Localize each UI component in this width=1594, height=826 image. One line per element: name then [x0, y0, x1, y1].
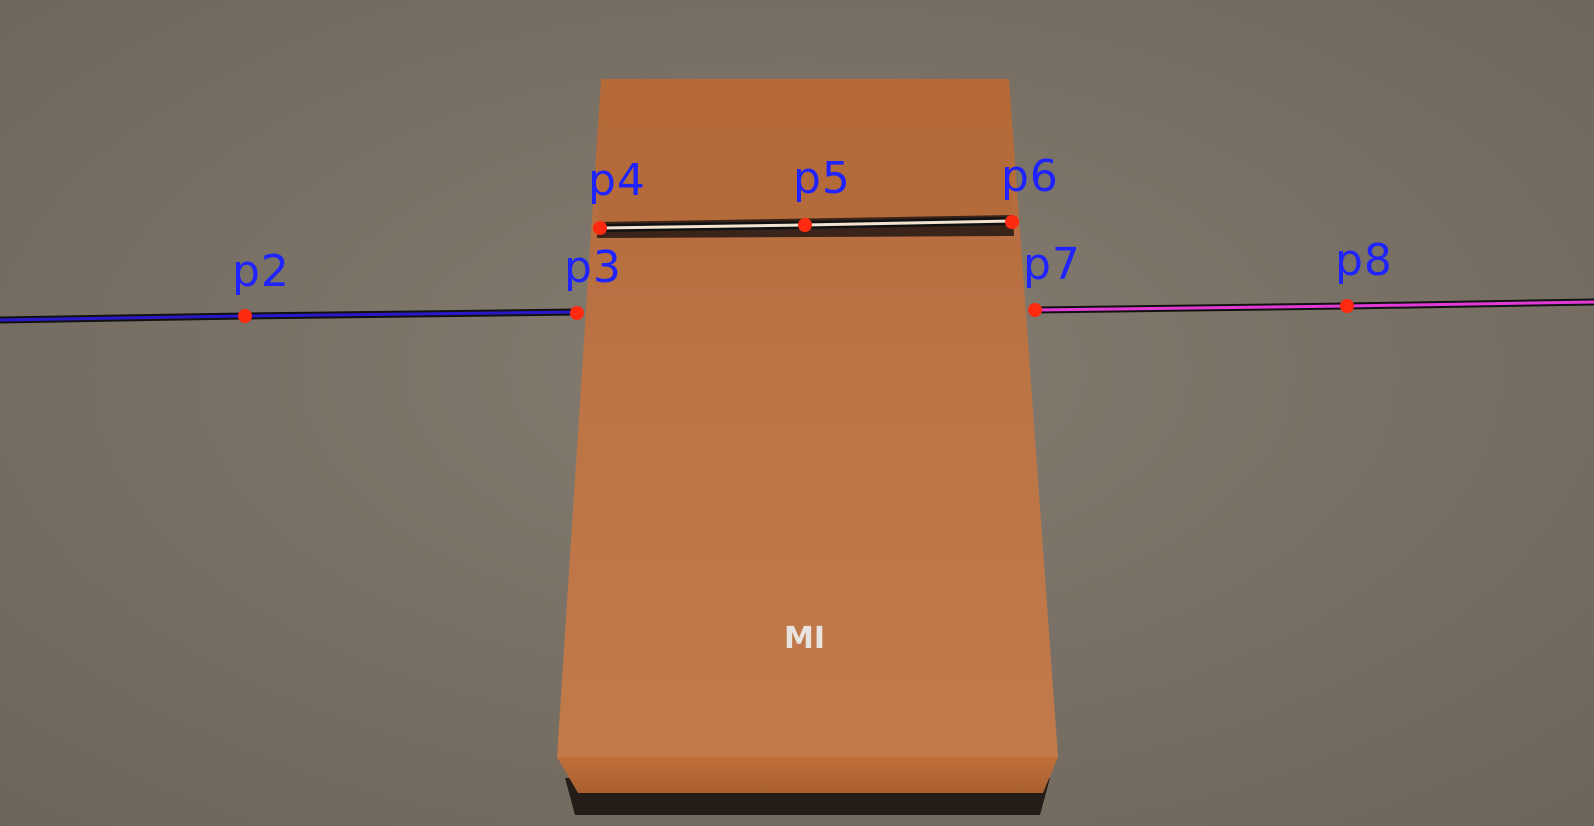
point-p7 [1028, 303, 1042, 317]
label-p5: p5 [793, 153, 851, 204]
label-p2: p2 [232, 246, 290, 297]
label-p8: p8 [1335, 235, 1393, 286]
box-lid-top [599, 79, 1013, 226]
label-p6: p6 [1001, 151, 1059, 202]
point-p6 [1005, 215, 1019, 229]
point-p8 [1340, 299, 1354, 313]
box-front-edge [557, 757, 1058, 793]
point-p4 [593, 221, 607, 235]
label-p3: p3 [564, 242, 622, 293]
label-p7: p7 [1023, 239, 1081, 290]
box-body [557, 79, 1058, 757]
point-p3 [570, 306, 584, 320]
box-logo-text: MI [784, 621, 825, 656]
point-p2 [238, 309, 252, 323]
label-p4: p4 [588, 155, 646, 206]
point-p5 [798, 218, 812, 232]
